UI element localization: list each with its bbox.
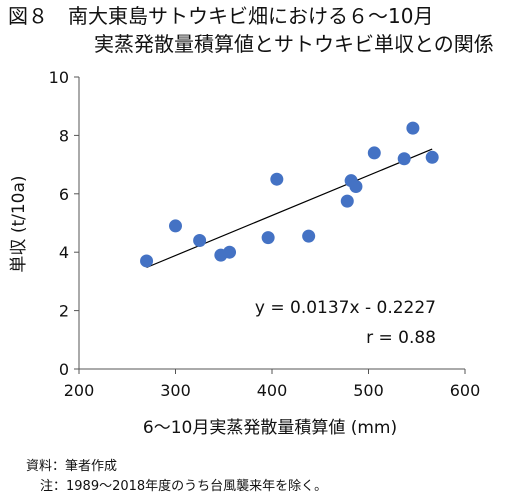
x-tick-label: 500: [353, 381, 384, 400]
data-point: [367, 146, 381, 160]
chart-points: [140, 121, 439, 268]
figure-title-line-1: 図８ 南大東島サトウキビ畑における６～10月: [8, 4, 434, 28]
y-tick-label: 4: [59, 243, 69, 262]
y-axis-label: 単収 (t/10a): [9, 175, 29, 272]
trendline: [146, 148, 433, 269]
data-point: [193, 234, 207, 248]
figure-title-line-2: 実蒸発散量積算値とサトウキビ単収との関係: [94, 32, 494, 56]
data-point: [397, 152, 411, 166]
y-tick-label: 6: [59, 185, 69, 204]
data-point: [349, 180, 363, 193]
footnote: 注：1989～2018年度のうち台風襲来年を除く。: [40, 479, 328, 494]
figure-title: 図８ 南大東島サトウキビ畑における６～10月 実蒸発散量積算値とサトウキビ単収と…: [8, 2, 513, 58]
chart-ticks: 0 2 4 6 8 10 200 300 400 500 600: [49, 68, 481, 400]
data-point: [169, 219, 182, 233]
data-point: [223, 245, 237, 259]
x-tick-label: 300: [160, 381, 191, 400]
chart-trendline-group: [146, 148, 433, 269]
x-axis-label: 6～10月実蒸発散量積算値 (mm): [143, 418, 397, 438]
source-note: 資料：筆者作成: [26, 459, 118, 474]
x-tick-label: 600: [450, 381, 481, 400]
y-tick-label: 0: [59, 360, 69, 379]
data-point: [261, 231, 275, 245]
data-point: [406, 121, 420, 135]
regression-equation-label: y = 0.0137x - 0.2227: [255, 298, 436, 318]
y-tick-label: 10: [49, 68, 69, 87]
x-tick-label: 200: [64, 381, 95, 400]
data-point: [140, 254, 154, 268]
data-point: [302, 229, 316, 243]
y-tick-label: 8: [59, 126, 69, 145]
chart-axes: [78, 77, 465, 370]
data-point: [270, 172, 284, 186]
x-tick-label: 400: [257, 381, 288, 400]
correlation-coefficient-label: r = 0.88: [366, 328, 436, 348]
data-point: [340, 194, 354, 208]
data-point: [425, 150, 439, 164]
y-tick-label: 2: [59, 302, 69, 321]
